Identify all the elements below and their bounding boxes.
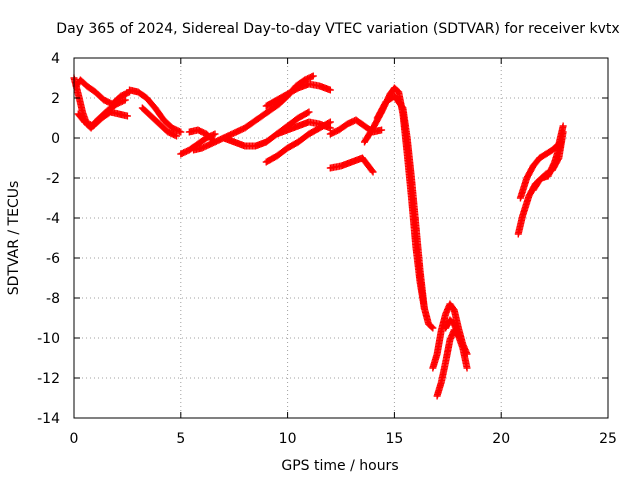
x-ticks: 0 5 10 15 20 25: [70, 58, 617, 447]
grid-lines: [74, 58, 608, 418]
chart-title: Day 365 of 2024, Sidereal Day-to-day VTE…: [56, 21, 619, 37]
y-tick-label: -2: [46, 171, 60, 187]
data-point: [211, 130, 219, 138]
series-track-q: [429, 300, 471, 372]
y-axis-label: SDTVAR / TECUs: [6, 181, 22, 296]
x-tick-label: 0: [70, 431, 79, 447]
x-tick-label: 10: [279, 431, 297, 447]
y-tick-label: -4: [46, 211, 60, 227]
x-tick-label: 15: [385, 431, 403, 447]
data-point: [305, 108, 313, 116]
x-tick-label: 5: [176, 431, 185, 447]
data-point: [309, 72, 317, 80]
series-track-c: [74, 108, 131, 130]
y-ticks: 4 2 0 -2 -4 -6 -8 -10 -12 -14: [37, 51, 608, 427]
plot-frame: [73, 57, 609, 419]
data-point: [559, 128, 567, 136]
data-point: [368, 167, 376, 175]
data-point: [326, 86, 334, 94]
data-point: [326, 124, 334, 132]
y-tick-label: -10: [37, 331, 60, 347]
data-point: [463, 364, 471, 372]
data-point: [378, 126, 386, 134]
y-tick-label: 2: [51, 91, 60, 107]
series-track-k: [262, 80, 334, 110]
data-point: [559, 122, 567, 130]
series-track-v: [529, 128, 567, 194]
series-track-b: [72, 76, 134, 108]
data-point: [429, 324, 437, 332]
series-track-l: [273, 118, 334, 138]
series-track-n: [326, 154, 377, 176]
x-tick-label: 25: [599, 431, 617, 447]
data-point: [326, 118, 334, 126]
data-point: [173, 132, 181, 140]
data-point: [428, 323, 436, 331]
x-tick-label: 20: [492, 431, 510, 447]
series-track-e: [138, 104, 181, 140]
data-point: [420, 304, 428, 312]
data-point: [369, 168, 377, 176]
data-point: [304, 109, 312, 117]
data-point: [121, 96, 129, 104]
data-point: [177, 128, 185, 136]
y-tick-label: -8: [46, 291, 60, 307]
y-tick-label: -12: [37, 371, 60, 387]
y-tick-label: 4: [51, 51, 60, 67]
x-axis-label: GPS time / hours: [281, 458, 398, 474]
series-track-r: [433, 326, 462, 400]
series-track-p: [373, 92, 428, 312]
series-track-s: [442, 316, 471, 372]
data-markers: [70, 72, 567, 400]
y-tick-label: -6: [46, 251, 60, 267]
series-track-d: [126, 86, 185, 136]
y-tick-label: -14: [37, 411, 60, 427]
y-tick-label: 0: [51, 131, 60, 147]
data-point: [123, 112, 131, 120]
